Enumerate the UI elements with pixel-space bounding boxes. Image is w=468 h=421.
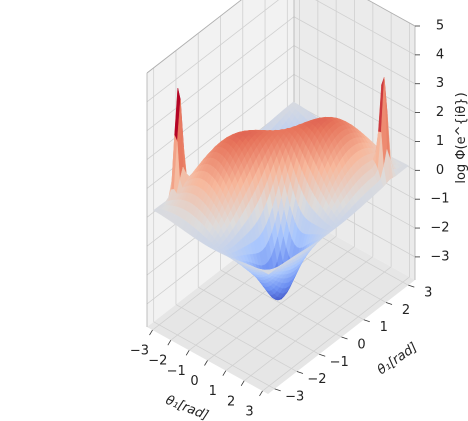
x-tick-label: −3 [130, 344, 149, 359]
x-axis-label: θ₁[rad] [163, 393, 210, 421]
pane-edge [146, 0, 242, 74]
z-tick-label: 5 [436, 19, 444, 34]
x-tick-label: 0 [190, 374, 198, 389]
grid-y-floor [175, 304, 298, 372]
x-tick-mark [240, 380, 245, 387]
grid-y-floor [198, 286, 320, 355]
x-tick-label: 3 [245, 405, 253, 420]
y-tick-label: 2 [402, 303, 410, 318]
y-tick-mark [385, 302, 393, 305]
y-tick-mark [341, 336, 348, 340]
grid-y-floor [220, 269, 342, 338]
pane-edge [367, 0, 416, 27]
grid-z-left [146, 74, 295, 189]
y-tick-mark [319, 353, 326, 357]
grid-z-back [315, 0, 416, 56]
y-tick-label: 3 [424, 286, 432, 301]
y-tick-mark [296, 371, 304, 374]
z-tick-label: −1 [430, 192, 449, 207]
x-tick-mark [167, 339, 172, 346]
x-tick-label: 2 [227, 394, 235, 409]
surface-patch [265, 270, 273, 275]
z-tick-label: 2 [436, 105, 444, 120]
y-tick-mark [408, 284, 415, 288]
grid-z-back [293, 45, 416, 113]
z-tick-label: 0 [436, 163, 444, 178]
x-tick-mark [222, 370, 227, 376]
x-tick-label: 1 [209, 384, 217, 399]
y-tick-label: 0 [357, 338, 365, 353]
z-tick-label: −3 [430, 249, 449, 264]
z-tick-label: −2 [430, 221, 449, 236]
x-tick-label: −1 [167, 364, 186, 379]
x-tick-label: −2 [148, 354, 167, 369]
grid-z-back [293, 74, 416, 142]
surface [153, 77, 409, 301]
y-tick-mark [274, 388, 281, 392]
z-axis-label: log Φ(e^{iθ}) [454, 92, 468, 183]
grid-z-back [293, 16, 416, 85]
z-tick-label: 3 [436, 76, 444, 91]
z-tick-label: 4 [436, 47, 444, 62]
grid-z-left [146, 45, 295, 160]
x-tick-mark [259, 390, 263, 397]
y-tick-mark [363, 319, 370, 323]
x-tick-mark [149, 329, 153, 336]
y-tick-label: −1 [330, 355, 349, 370]
grid-y-floor [153, 321, 275, 390]
x-tick-mark [185, 350, 190, 356]
y-tick-label: 1 [380, 320, 388, 335]
y-tick-label: −3 [285, 389, 304, 404]
grid-z-left [146, 0, 280, 103]
y-tick-label: −2 [307, 372, 326, 387]
z-tick-label: 1 [436, 134, 444, 149]
y-axis-label: θ₁[rad] [375, 340, 420, 378]
grid-z-left [146, 16, 295, 132]
x-tick-mark [204, 360, 208, 366]
